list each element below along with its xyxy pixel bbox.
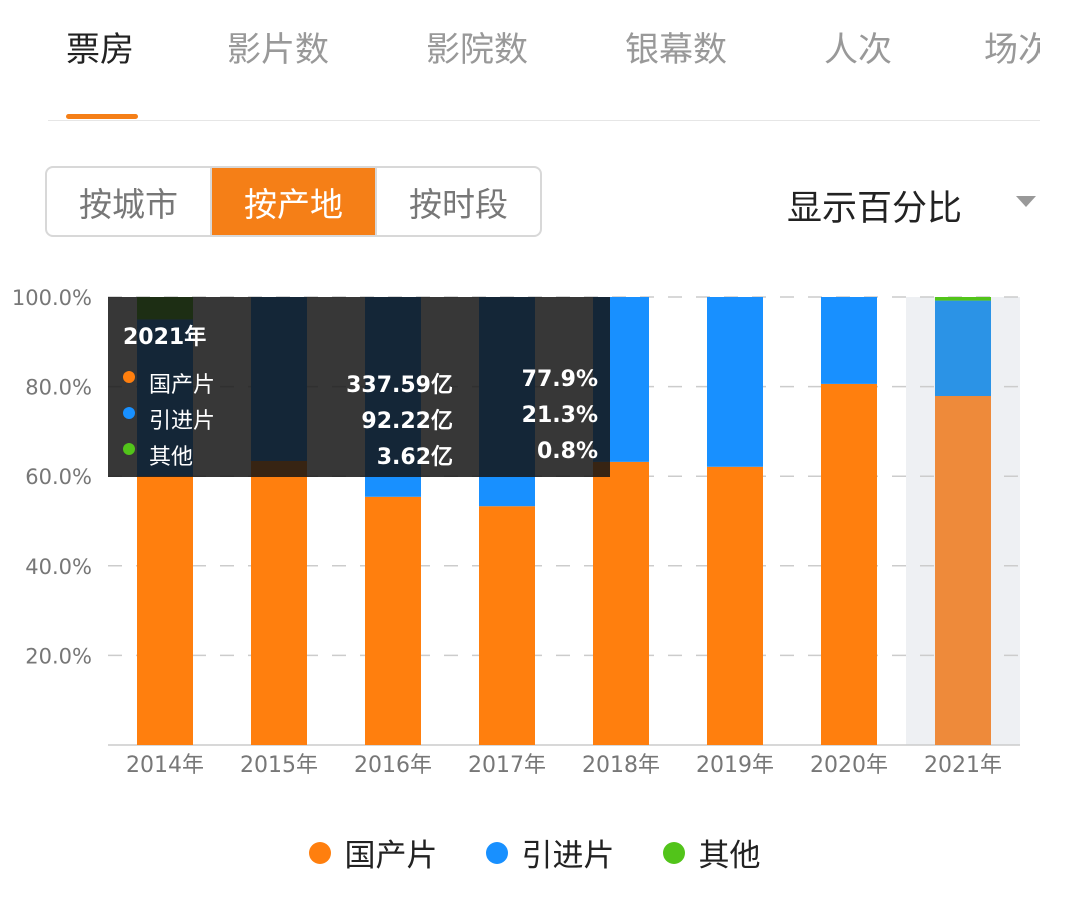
tooltip-percent: 77.9%	[521, 367, 598, 392]
y-tick-label: 20.0%	[25, 644, 92, 668]
bar-segment	[593, 461, 649, 745]
legend-label: 国产片	[344, 838, 438, 874]
legend-label: 其他	[698, 838, 761, 874]
bar-segment	[137, 476, 193, 745]
bar-segment	[935, 300, 991, 397]
x-tick-label: 2020年	[810, 753, 888, 778]
x-tick-label: 2014年	[126, 753, 204, 778]
tab-attendance[interactable]: 人次	[824, 30, 892, 70]
y-tick-label: 80.0%	[25, 376, 92, 400]
active-tab-indicator	[66, 114, 138, 119]
tab-box-office[interactable]: 票房	[66, 30, 134, 70]
tooltip-row-domestic: 国产片 337.59亿 77.9%	[123, 367, 598, 398]
bar-segment	[707, 297, 763, 467]
y-tick-label: 40.0%	[25, 555, 92, 579]
bar-segment	[707, 466, 763, 745]
legend-item-imported[interactable]: 引进片	[485, 830, 615, 875]
chevron-down-icon[interactable]	[1016, 196, 1036, 207]
domestic-dot-icon	[123, 371, 135, 383]
divider	[48, 120, 1040, 121]
tooltip-series-name: 其他	[149, 445, 194, 470]
bar-segment	[479, 506, 535, 745]
imported-dot-icon	[123, 407, 135, 419]
tab-showings[interactable]: 场次	[984, 30, 1040, 70]
display-mode-dropdown[interactable]: 显示百分比	[787, 189, 963, 229]
y-tick-label: 100.0%	[12, 286, 92, 310]
bar-segment	[821, 297, 877, 384]
tab-screen-count[interactable]: 银幕数	[625, 30, 727, 70]
imported-dot-icon	[485, 841, 508, 864]
tab-film-count[interactable]: 影片数	[227, 30, 329, 70]
tooltip-row-other: 其他 3.62亿 0.8%	[123, 439, 598, 470]
tooltip-title: 2021年	[123, 325, 207, 350]
bar-segment	[365, 496, 421, 745]
tooltip-value: 3.62亿	[376, 445, 453, 470]
tooltip-series-name: 国产片	[149, 373, 216, 398]
other-dot-icon	[662, 841, 685, 864]
x-tick-label: 2019年	[696, 753, 774, 778]
bar-segment	[251, 460, 307, 745]
tooltip-row-imported: 引进片 92.22亿 21.3%	[123, 403, 598, 434]
tooltip-series-name: 引进片	[149, 409, 216, 434]
tooltip-percent: 21.3%	[521, 403, 598, 428]
domestic-dot-icon	[308, 841, 331, 864]
bar-segment	[935, 396, 991, 745]
tooltip-percent: 0.8%	[536, 439, 598, 464]
bar-segment	[821, 383, 877, 745]
tab-bar: 票房 影片数 影院数 银幕数 人次 场次	[0, 0, 1040, 120]
x-tick-label: 2018年	[582, 753, 660, 778]
x-tick-label: 2017年	[468, 753, 546, 778]
tooltip-value: 337.59亿	[346, 373, 453, 398]
legend-item-other[interactable]: 其他	[662, 830, 761, 875]
tab-cinema-count[interactable]: 影院数	[426, 30, 528, 70]
chart-tooltip: 2021年 国产片 337.59亿 77.9% 引进片 92.22亿 21.3%…	[108, 297, 610, 477]
segment-by-origin[interactable]: 按产地	[212, 168, 377, 235]
legend-label: 引进片	[521, 838, 615, 874]
bar-segment	[935, 297, 991, 301]
segment-by-city[interactable]: 按城市	[47, 168, 212, 235]
segment-by-time[interactable]: 按时段	[409, 184, 508, 224]
x-tick-label: 2015年	[240, 753, 318, 778]
other-dot-icon	[123, 443, 135, 455]
y-tick-label: 60.0%	[25, 465, 92, 489]
tooltip-value: 92.22亿	[361, 409, 453, 434]
chart-legend: 国产片 引进片 其他	[0, 830, 1069, 875]
x-tick-label: 2021年	[924, 753, 1002, 778]
x-tick-label: 2016年	[354, 753, 432, 778]
grouping-segmented-control: 按城市 按产地 按时段	[45, 166, 542, 237]
legend-item-domestic[interactable]: 国产片	[308, 830, 438, 875]
